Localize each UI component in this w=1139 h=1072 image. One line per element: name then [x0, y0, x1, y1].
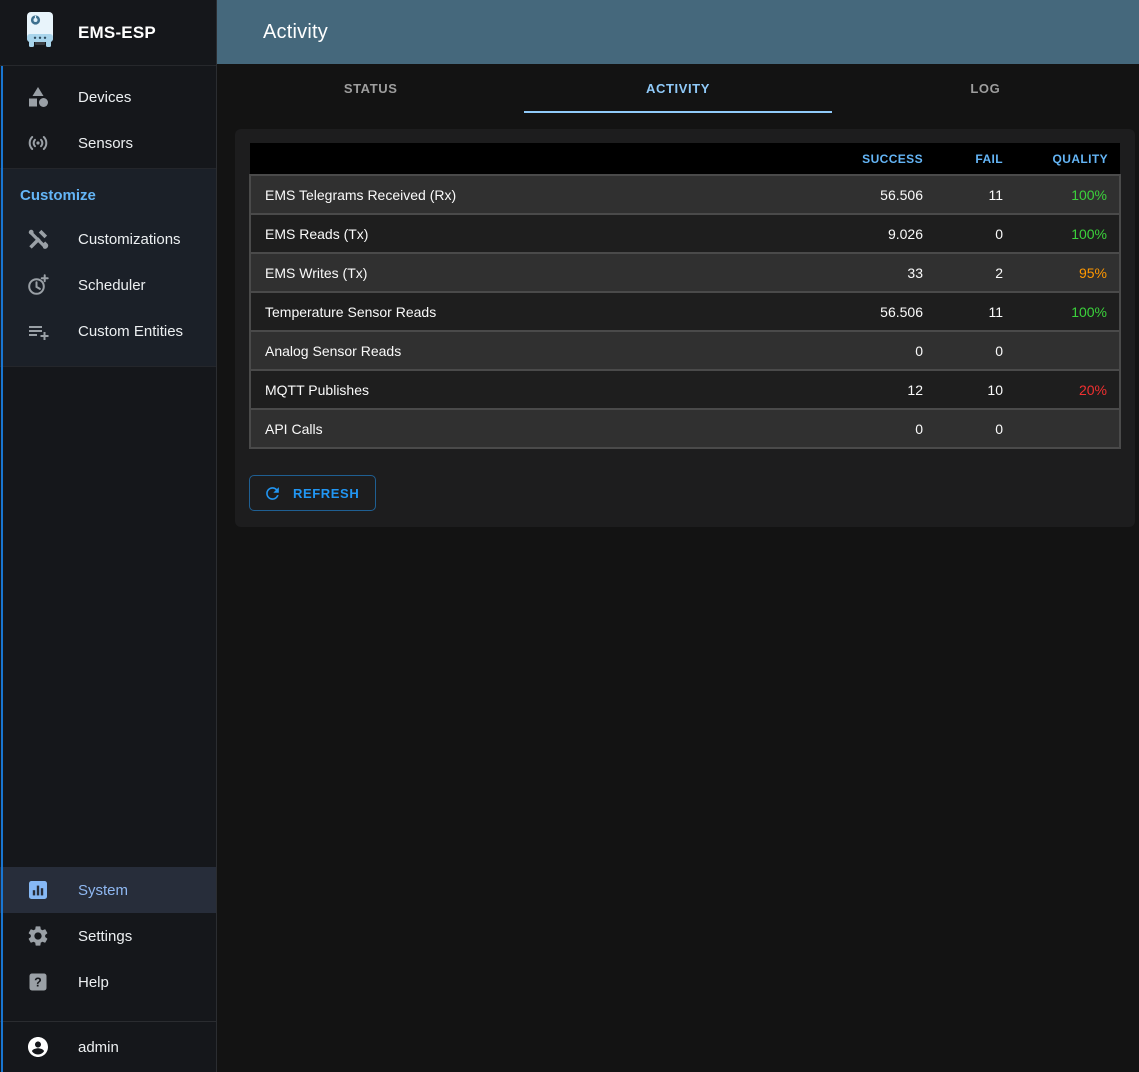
more-time-icon — [26, 273, 50, 297]
refresh-button-label: REFRESH — [293, 485, 360, 501]
sidebar-divider — [0, 1021, 216, 1022]
row-name-cell: EMS Telegrams Received (Rx) — [249, 174, 820, 215]
quality-cell: 100% — [1015, 291, 1121, 332]
sidebar-item-devices[interactable]: Devices — [0, 74, 216, 120]
column-header-fail: FAIL — [935, 143, 1015, 175]
fail-cell: 11 — [935, 174, 1015, 215]
sidebar-item-label: Devices — [78, 88, 132, 106]
fail-cell: 2 — [935, 252, 1015, 293]
table-row: EMS Reads (Tx) 9.026 0 100% — [249, 213, 1121, 254]
success-cell: 0 — [820, 330, 935, 371]
sidebar-item-settings[interactable]: Settings — [0, 913, 216, 959]
refresh-button[interactable]: REFRESH — [249, 475, 377, 511]
boiler-logo-icon — [22, 10, 58, 55]
row-name-cell: EMS Writes (Tx) — [249, 252, 820, 293]
success-cell: 9.026 — [820, 213, 935, 254]
quality-cell — [1015, 330, 1121, 371]
table-row: EMS Telegrams Received (Rx) 56.506 11 10… — [249, 174, 1121, 215]
tab-activity[interactable]: ACTIVITY — [524, 64, 832, 113]
sidebar-item-customizations[interactable]: Customizations — [0, 216, 216, 262]
table-row: API Calls 0 0 — [249, 408, 1121, 449]
sidebar-nav-main: Devices Sensors — [0, 66, 216, 166]
column-header-success: SUCCESS — [820, 143, 935, 175]
fail-cell: 0 — [935, 408, 1015, 449]
activity-card: SUCCESS FAIL QUALITY EMS Telegrams Recei… — [235, 129, 1135, 527]
analytics-icon — [26, 878, 50, 902]
quality-cell — [1015, 408, 1121, 449]
fail-cell: 11 — [935, 291, 1015, 332]
row-name-cell: MQTT Publishes — [249, 369, 820, 410]
success-cell: 56.506 — [820, 174, 935, 215]
activity-table: SUCCESS FAIL QUALITY EMS Telegrams Recei… — [249, 143, 1121, 449]
column-header-name — [250, 143, 820, 175]
success-cell: 33 — [820, 252, 935, 293]
sidebar-item-system[interactable]: System — [0, 867, 216, 913]
quality-cell: 100% — [1015, 174, 1121, 215]
sidebar-item-label: System — [78, 881, 129, 899]
tab-log[interactable]: LOG — [970, 81, 1001, 96]
quality-cell: 20% — [1015, 369, 1121, 410]
sensors-icon — [26, 131, 50, 155]
appbar: Activity — [217, 0, 1139, 64]
sidebar-item-sensors[interactable]: Sensors — [0, 120, 216, 166]
table-row: MQTT Publishes 12 10 20% — [249, 369, 1121, 410]
sidebar-item-scheduler[interactable]: Scheduler — [0, 262, 216, 308]
sidebar-item-label: Settings — [78, 927, 133, 945]
category-icon — [26, 85, 50, 109]
table-row: EMS Writes (Tx) 33 2 95% — [249, 252, 1121, 293]
sidebar-accent-line — [1, 66, 3, 1072]
success-cell: 0 — [820, 408, 935, 449]
user-label: admin — [78, 1038, 119, 1056]
row-name-cell: API Calls — [249, 408, 820, 449]
tab-bar: STATUS ACTIVITY LOG — [217, 64, 1139, 113]
table-header-row: SUCCESS FAIL QUALITY — [250, 143, 1120, 175]
svg-text:?: ? — [34, 976, 42, 990]
fail-cell: 0 — [935, 330, 1015, 371]
account-circle-icon — [26, 1035, 50, 1059]
sidebar-item-label: Scheduler — [78, 276, 146, 294]
row-name-cell: Analog Sensor Reads — [249, 330, 820, 371]
sidebar-item-label: Custom Entities — [78, 322, 184, 340]
fail-cell: 0 — [935, 213, 1015, 254]
quality-cell: 95% — [1015, 252, 1121, 293]
tab-status[interactable]: STATUS — [343, 81, 398, 96]
playlist-add-icon — [26, 319, 50, 343]
table-row: Analog Sensor Reads 0 0 — [249, 330, 1121, 371]
success-cell: 56.506 — [820, 291, 935, 332]
gear-icon — [26, 924, 50, 948]
sidebar: EMS-ESP Devices Sensors — [0, 0, 217, 1072]
column-header-quality: QUALITY — [1015, 143, 1120, 175]
sidebar-item-custom-entities[interactable]: Custom Entities — [0, 308, 216, 354]
help-icon: ? — [26, 970, 50, 994]
row-name-cell: Temperature Sensor Reads — [249, 291, 820, 332]
table-row: Temperature Sensor Reads 56.506 11 100% — [249, 291, 1121, 332]
sidebar-item-help[interactable]: ? Help — [0, 959, 216, 1005]
sidebar-item-label: Help — [78, 973, 109, 991]
quality-cell: 100% — [1015, 213, 1121, 254]
refresh-icon — [263, 484, 282, 503]
sidebar-header: EMS-ESP — [0, 0, 216, 66]
construction-icon — [26, 227, 50, 251]
sidebar-spacer — [0, 367, 216, 867]
success-cell: 12 — [820, 369, 935, 410]
sidebar-section-customize: Customize Customizations — [0, 168, 216, 367]
row-name-cell: EMS Reads (Tx) — [249, 213, 820, 254]
sidebar-item-label: Customizations — [78, 230, 181, 248]
sidebar-item-label: Sensors — [78, 134, 134, 152]
fail-cell: 10 — [935, 369, 1015, 410]
page-title: Activity — [263, 20, 328, 43]
app-title: EMS-ESP — [78, 22, 156, 42]
section-title-customize: Customize — [20, 187, 96, 204]
sidebar-item-admin[interactable]: admin — [0, 1024, 216, 1070]
